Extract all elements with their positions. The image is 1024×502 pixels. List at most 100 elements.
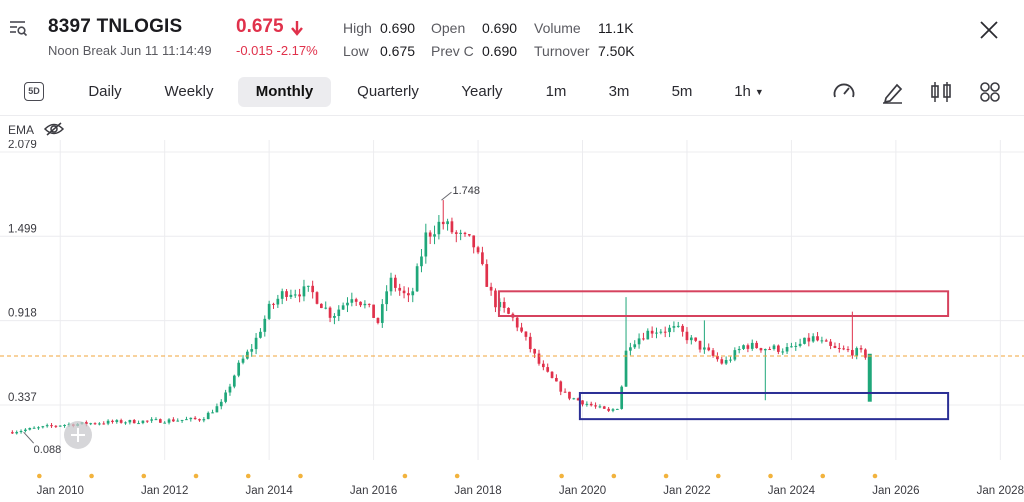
candle-body	[98, 423, 101, 425]
tab-1h[interactable]: 1h ▼	[731, 77, 767, 107]
x-tick-label: Jan 2026	[872, 485, 919, 497]
quote-header: 8397 TNLOGIS Noon Break Jun 11 11:14:49 …	[0, 0, 1024, 66]
tab-3m[interactable]: 3m	[608, 83, 630, 100]
candle-body	[11, 432, 14, 434]
candle-body	[759, 348, 763, 351]
candle-body	[646, 330, 650, 340]
candle-body	[520, 327, 523, 332]
tab-monthly[interactable]: Monthly	[238, 77, 331, 107]
candle-body	[594, 405, 597, 407]
candle-body	[816, 336, 819, 341]
candle-body	[563, 391, 567, 393]
candle-body	[259, 331, 262, 338]
event-dot	[454, 473, 460, 479]
candle-body	[489, 286, 493, 291]
stock-code: 8397	[48, 16, 92, 37]
candle-body	[411, 291, 415, 296]
candle-body	[324, 307, 328, 309]
change-percent: -2.17%	[276, 43, 318, 58]
candle-body	[346, 302, 349, 306]
candle-body	[328, 307, 332, 318]
candle-body	[589, 403, 593, 406]
high-marker-line	[441, 191, 452, 201]
candle-body	[824, 340, 828, 342]
tab-quarterly[interactable]: Quarterly	[357, 83, 419, 100]
tab-daily[interactable]: Daily	[88, 83, 122, 100]
annotations: 1.748 0.088	[0, 185, 1024, 456]
candle-body	[537, 353, 541, 364]
candle-body	[689, 337, 693, 341]
tab-weekly[interactable]: Weekly	[164, 83, 214, 100]
tab-1h-label: 1h	[734, 83, 751, 100]
candle-body	[132, 420, 136, 424]
event-dot	[37, 473, 42, 479]
indicator-label[interactable]: EMA	[8, 123, 35, 137]
candle-body	[763, 349, 767, 351]
candlestick-icon[interactable]	[928, 79, 954, 105]
candle-body	[755, 342, 758, 349]
candle-body	[485, 264, 489, 287]
tab-5m[interactable]: 5m	[671, 83, 693, 100]
candle-body	[302, 286, 306, 297]
candle-body	[676, 325, 680, 327]
x-tick-label: Jan 2028	[977, 485, 1024, 497]
candle-body	[790, 346, 793, 348]
candle-body	[720, 359, 724, 364]
candle-body	[280, 291, 284, 299]
candle-body	[707, 347, 711, 351]
tab-yearly[interactable]: Yearly	[461, 83, 503, 100]
candle-body	[737, 348, 741, 351]
candle-body	[420, 256, 423, 267]
candle-body	[154, 419, 158, 421]
candle-body	[254, 337, 258, 350]
candle-body	[581, 400, 584, 405]
candle-body	[742, 345, 745, 349]
candle-body	[50, 425, 53, 427]
candle-body	[320, 303, 323, 309]
watchlist-menu-icon[interactable]	[8, 18, 28, 38]
candle-body	[724, 360, 728, 364]
stat-value: 0.675	[380, 43, 416, 59]
candle-body	[137, 423, 140, 425]
candle-body	[158, 419, 162, 423]
quote-time: Jun 11 11:14:49	[120, 43, 212, 58]
draw-pen-icon[interactable]	[880, 79, 906, 105]
candle-body	[433, 234, 436, 237]
stat-value: 0.690	[380, 20, 416, 36]
candle-body	[272, 303, 275, 305]
candle-body	[176, 420, 180, 422]
candle-body	[837, 347, 841, 349]
candle-body	[703, 347, 706, 350]
candle-body	[768, 349, 772, 351]
candle-body	[851, 349, 854, 356]
candle-body	[624, 350, 628, 387]
close-icon[interactable]	[978, 19, 1000, 41]
tab-1m[interactable]: 1m	[545, 83, 567, 100]
candle-body	[341, 305, 345, 310]
grid-icon[interactable]	[977, 79, 1003, 105]
event-dot	[663, 473, 669, 479]
candle-body	[446, 221, 449, 225]
candle-body	[807, 337, 811, 342]
candle-body	[359, 301, 362, 306]
event-dot	[245, 473, 251, 479]
low-marker-line	[23, 431, 35, 444]
low-label: 0.088	[34, 444, 62, 456]
gauge-icon[interactable]	[831, 79, 857, 105]
candle-body	[180, 419, 184, 421]
candle-body	[772, 345, 776, 350]
candle-body	[572, 398, 576, 400]
candle-body	[550, 371, 554, 378]
candle-body	[206, 412, 210, 420]
stat-value: 11.1K	[598, 20, 634, 36]
candle-body	[716, 355, 719, 360]
candle-body	[128, 420, 132, 423]
candle-body	[750, 342, 754, 349]
stat-high: High 0.690	[343, 20, 415, 36]
candle-body	[672, 326, 676, 328]
price-chart[interactable]: 2.079 1.499 0.918 0.337 1.748 0.088 Jan 2010…	[0, 140, 1024, 502]
candle-body	[533, 349, 536, 354]
candle-body	[494, 290, 497, 308]
five-day-button[interactable]: 5D	[24, 82, 44, 101]
eye-hidden-icon[interactable]	[43, 121, 65, 137]
